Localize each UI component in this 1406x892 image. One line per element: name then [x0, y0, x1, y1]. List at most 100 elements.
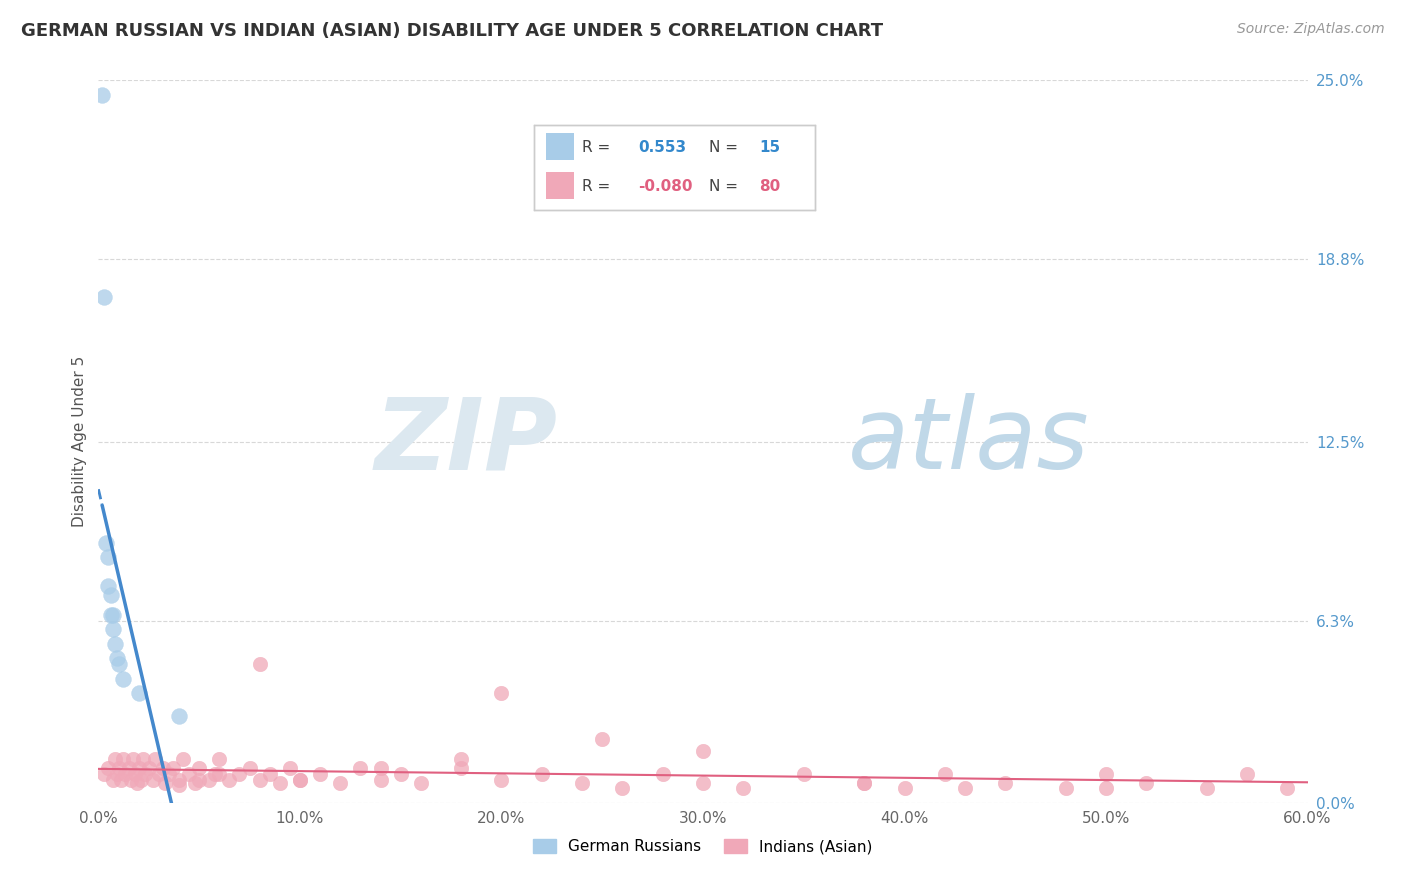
Text: 80: 80 — [759, 179, 780, 194]
Point — [389, 767, 412, 781]
Point — [188, 761, 211, 775]
Point — [167, 709, 190, 723]
Text: GERMAN RUSSIAN VS INDIAN (ASIAN) DISABILITY AGE UNDER 5 CORRELATION CHART: GERMAN RUSSIAN VS INDIAN (ASIAN) DISABIL… — [21, 22, 883, 40]
Point — [142, 772, 165, 787]
Point — [204, 767, 226, 781]
Point — [114, 767, 136, 781]
Point — [953, 781, 976, 796]
Point — [1277, 781, 1299, 796]
Point — [278, 761, 301, 775]
Point — [249, 772, 271, 787]
Point — [134, 767, 156, 781]
Point — [120, 772, 142, 787]
Point — [103, 752, 125, 766]
Point — [188, 772, 211, 787]
Point — [129, 772, 152, 787]
Point — [239, 761, 262, 775]
Point — [107, 761, 129, 775]
Point — [96, 535, 118, 549]
Point — [152, 761, 174, 775]
Point — [491, 772, 513, 787]
Point — [1095, 767, 1118, 781]
Point — [148, 767, 170, 781]
Point — [110, 772, 132, 787]
Point — [893, 781, 915, 796]
Text: N =: N = — [709, 179, 742, 194]
Point — [853, 775, 876, 789]
Text: 15: 15 — [759, 140, 780, 155]
Point — [153, 775, 176, 789]
Point — [97, 579, 120, 593]
Point — [103, 637, 125, 651]
Point — [692, 744, 714, 758]
Point — [571, 775, 593, 789]
Text: ZIP: ZIP — [375, 393, 558, 490]
Point — [125, 775, 148, 789]
Point — [167, 779, 190, 793]
Point — [1054, 781, 1077, 796]
Text: atlas: atlas — [848, 393, 1090, 490]
Point — [853, 775, 876, 789]
Point — [101, 607, 124, 622]
Point — [101, 623, 124, 637]
Point — [93, 290, 115, 304]
Point — [349, 761, 371, 775]
Point — [793, 767, 815, 781]
Point — [249, 657, 271, 671]
Point — [651, 767, 673, 781]
Point — [167, 772, 190, 787]
Point — [105, 767, 128, 781]
Point — [93, 767, 115, 781]
Text: -0.080: -0.080 — [638, 179, 693, 194]
Point — [111, 752, 134, 766]
Text: R =: R = — [582, 140, 616, 155]
Point — [228, 767, 250, 781]
Point — [132, 752, 155, 766]
Point — [184, 775, 207, 789]
Legend: German Russians, Indians (Asian): German Russians, Indians (Asian) — [527, 833, 879, 860]
Point — [128, 761, 150, 775]
Text: R =: R = — [582, 179, 616, 194]
Point — [409, 775, 432, 789]
Point — [172, 752, 194, 766]
Point — [121, 752, 143, 766]
Point — [1236, 767, 1258, 781]
Point — [143, 752, 166, 766]
Point — [124, 767, 146, 781]
Point — [370, 772, 392, 787]
Point — [329, 775, 352, 789]
Text: Source: ZipAtlas.com: Source: ZipAtlas.com — [1237, 22, 1385, 37]
Point — [994, 775, 1017, 789]
Point — [934, 767, 956, 781]
Point — [612, 781, 634, 796]
Point — [491, 686, 513, 700]
Point — [288, 772, 311, 787]
Point — [111, 672, 134, 686]
Point — [1135, 775, 1157, 789]
Point — [269, 775, 291, 789]
Point — [450, 761, 472, 775]
Point — [1195, 781, 1218, 796]
Text: N =: N = — [709, 140, 742, 155]
Point — [309, 767, 332, 781]
Point — [1095, 781, 1118, 796]
Point — [97, 550, 120, 565]
Point — [100, 607, 122, 622]
Point — [288, 772, 311, 787]
Point — [107, 657, 129, 671]
Point — [157, 767, 180, 781]
Point — [101, 772, 124, 787]
Point — [450, 752, 472, 766]
Point — [591, 732, 613, 747]
Point — [692, 775, 714, 789]
Point — [179, 767, 201, 781]
Y-axis label: Disability Age Under 5: Disability Age Under 5 — [72, 356, 87, 527]
Point — [100, 588, 122, 602]
Point — [208, 767, 231, 781]
Point — [97, 761, 120, 775]
Point — [162, 761, 184, 775]
Point — [259, 767, 281, 781]
Text: 0.553: 0.553 — [638, 140, 686, 155]
Point — [138, 761, 160, 775]
Point — [91, 87, 114, 102]
